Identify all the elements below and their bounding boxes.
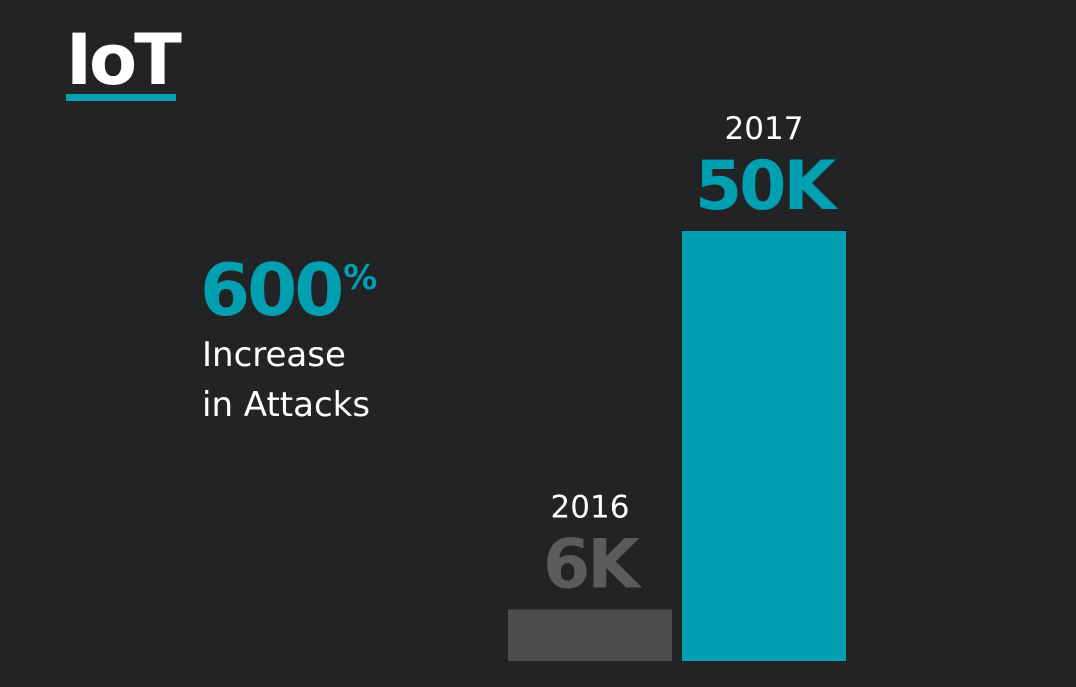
title-underline: [66, 94, 176, 101]
headline-stat: 600%: [200, 252, 377, 328]
category-label-2017: 2017: [725, 111, 804, 147]
category-label-2016: 2016: [551, 489, 630, 525]
headline-value: 600: [200, 248, 344, 332]
bar-2016: [508, 609, 672, 661]
headline-caption-line1: Increase: [202, 335, 346, 375]
value-label-2016: 6K: [543, 525, 642, 604]
value-label-2017: 50K: [695, 147, 839, 226]
page-title: IoT: [66, 19, 182, 101]
headline-caption-line2: in Attacks: [202, 385, 371, 425]
headline-suffix: %: [343, 258, 378, 298]
bar-2017: [682, 231, 846, 661]
